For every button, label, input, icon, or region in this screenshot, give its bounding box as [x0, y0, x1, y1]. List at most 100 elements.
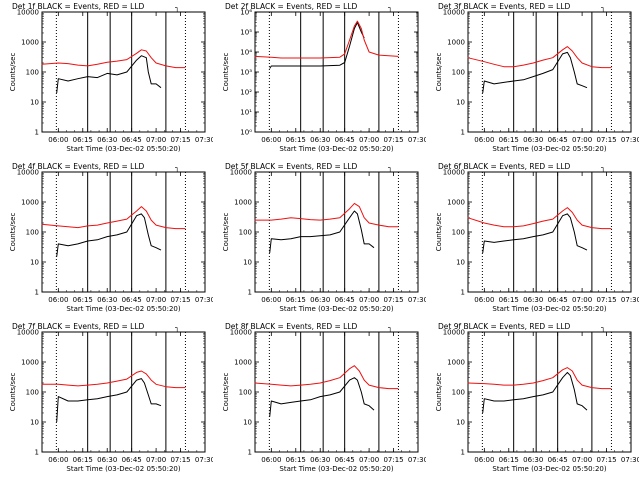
panel-title: Det 5f BLACK = Events, RED = LLD	[225, 162, 358, 171]
y-tick-label: 10000	[443, 329, 465, 337]
y-tick-label: 100	[26, 389, 39, 397]
y-axis-label: Counts/sec	[9, 213, 17, 252]
x-tick-label: 06:30	[310, 296, 330, 304]
y-tick-label: 10000	[17, 169, 39, 177]
x-tick-label: 06:00	[48, 296, 68, 304]
detector-panel: Det 5f BLACK = Events, RED = LLD ┐ 1 10 100 1…	[213, 160, 426, 320]
y-tick-label: 10	[30, 259, 39, 267]
x-tick-label: 06:15	[499, 296, 519, 304]
det-chart: Det 3f BLACK = Events, RED = LLD ┐ 1 10 100 1…	[435, 2, 639, 153]
lld-series-line	[41, 370, 186, 389]
y-tick-label: 10	[456, 419, 465, 427]
x-tick-label: 07:30	[195, 296, 213, 304]
x-tick-label: 07:00	[359, 136, 379, 144]
y-tick-label: 1	[461, 289, 465, 297]
events-series-line	[56, 55, 162, 94]
x-tick-label: 06:00	[261, 456, 281, 464]
y-tick-label: 10	[30, 419, 39, 427]
x-tick-label: 07:15	[596, 456, 616, 464]
plot-frame	[254, 171, 419, 293]
events-series-line	[482, 213, 588, 254]
x-tick-label: 07:00	[572, 456, 592, 464]
detector-panel: Det 7f BLACK = Events, RED = LLD ┐ 1 10 100 1…	[0, 320, 213, 480]
detector-panel: Det 8f BLACK = Events, RED = LLD ┐ 1 10 100 1…	[213, 320, 426, 480]
panel-title: Det 9f BLACK = Events, RED = LLD	[438, 322, 571, 331]
y-tick-label: 1	[35, 129, 39, 137]
det-chart: Det 9f BLACK = Events, RED = LLD ┐ 1 10 100 1…	[435, 322, 639, 473]
x-tick-label: 07:15	[596, 296, 616, 304]
y-tick-label: 10³	[240, 69, 252, 77]
x-axis-label: Start Time (03-Dec-02 05:50:20)	[66, 145, 180, 153]
panel-title: Det 7f BLACK = Events, RED = LLD	[12, 322, 145, 331]
det-chart: Det 1f BLACK = Events, RED = LLD ┐ 1 10 100 1…	[9, 2, 213, 153]
y-tick-label: 10	[243, 259, 252, 267]
y-tick-label: 10000	[230, 329, 252, 337]
x-tick-label: 07:15	[383, 296, 403, 304]
det-chart: Det 4f BLACK = Events, RED = LLD ┐ 1 10 100 1…	[9, 162, 213, 313]
x-axis-label: Start Time (03-Dec-02 05:50:20)	[492, 465, 606, 473]
lld-series-line	[254, 202, 399, 228]
legend-glyph: ┐	[388, 324, 392, 332]
x-tick-label: 07:15	[170, 136, 190, 144]
y-tick-label: 10000	[443, 169, 465, 177]
events-series-line	[56, 378, 162, 423]
x-tick-label: 06:45	[122, 456, 142, 464]
y-tick-label: 100	[239, 389, 252, 397]
y-tick-label: 10	[456, 99, 465, 107]
plot-frame	[41, 11, 206, 133]
legend-glyph: ┐	[601, 324, 605, 332]
legend-glyph: ┐	[601, 4, 605, 12]
x-tick-label: 07:30	[621, 296, 639, 304]
plot-frame	[41, 331, 206, 453]
x-tick-label: 07:00	[146, 296, 166, 304]
lld-series-line	[41, 206, 186, 230]
y-tick-label: 10⁵	[240, 29, 252, 37]
detector-panel: Det 3f BLACK = Events, RED = LLD ┐ 1 10 100 1…	[426, 0, 639, 160]
events-series-line	[482, 371, 588, 414]
x-tick-label: 07:00	[572, 136, 592, 144]
events-series-line	[269, 377, 375, 417]
events-series-line	[269, 22, 365, 69]
y-axis-label: Counts/sec	[435, 373, 443, 412]
plot-frame	[254, 11, 419, 133]
x-tick-label: 06:00	[261, 296, 281, 304]
x-tick-label: 06:15	[73, 296, 93, 304]
x-tick-label: 07:30	[195, 136, 213, 144]
y-tick-label: 100	[26, 69, 39, 77]
panel-title: Det 1f BLACK = Events, RED = LLD	[12, 2, 145, 11]
x-tick-label: 07:00	[146, 456, 166, 464]
x-axis-label: Start Time (03-Dec-02 05:50:20)	[279, 305, 393, 313]
x-tick-label: 06:30	[523, 456, 543, 464]
plot-frame	[41, 171, 206, 293]
y-tick-label: 100	[239, 229, 252, 237]
x-tick-label: 07:30	[621, 136, 639, 144]
x-axis-label: Start Time (03-Dec-02 05:50:20)	[492, 145, 606, 153]
x-tick-label: 06:15	[286, 136, 306, 144]
lld-series-line	[254, 20, 399, 59]
y-tick-label: 100	[452, 389, 465, 397]
y-tick-label: 100	[452, 69, 465, 77]
x-axis-label: Start Time (03-Dec-02 05:50:20)	[279, 465, 393, 473]
y-tick-label: 1000	[234, 199, 252, 207]
det-chart: Det 7f BLACK = Events, RED = LLD ┐ 1 10 100 1…	[9, 322, 213, 473]
y-tick-label: 10000	[17, 9, 39, 17]
lld-series-line	[467, 367, 612, 390]
x-tick-label: 06:45	[335, 296, 355, 304]
x-tick-label: 06:00	[48, 456, 68, 464]
y-axis-label: Counts/sec	[435, 53, 443, 92]
detector-panel: Det 4f BLACK = Events, RED = LLD ┐ 1 10 100 1…	[0, 160, 213, 320]
y-axis-label: Counts/sec	[222, 213, 230, 252]
legend-glyph: ┐	[175, 164, 179, 172]
legend-glyph: ┐	[601, 164, 605, 172]
x-tick-label: 07:15	[596, 136, 616, 144]
det-chart: Det 6f BLACK = Events, RED = LLD ┐ 1 10 100 1…	[435, 162, 639, 313]
y-tick-label: 1000	[447, 359, 465, 367]
x-tick-label: 06:45	[335, 136, 355, 144]
x-tick-label: 07:30	[408, 136, 426, 144]
x-tick-label: 07:15	[383, 456, 403, 464]
y-tick-label: 1	[248, 449, 252, 457]
y-tick-label: 10	[30, 99, 39, 107]
det-chart: Det 8f BLACK = Events, RED = LLD ┐ 1 10 100 1…	[222, 322, 426, 473]
y-tick-label: 10⁴	[240, 49, 252, 57]
x-tick-label: 06:30	[97, 136, 117, 144]
